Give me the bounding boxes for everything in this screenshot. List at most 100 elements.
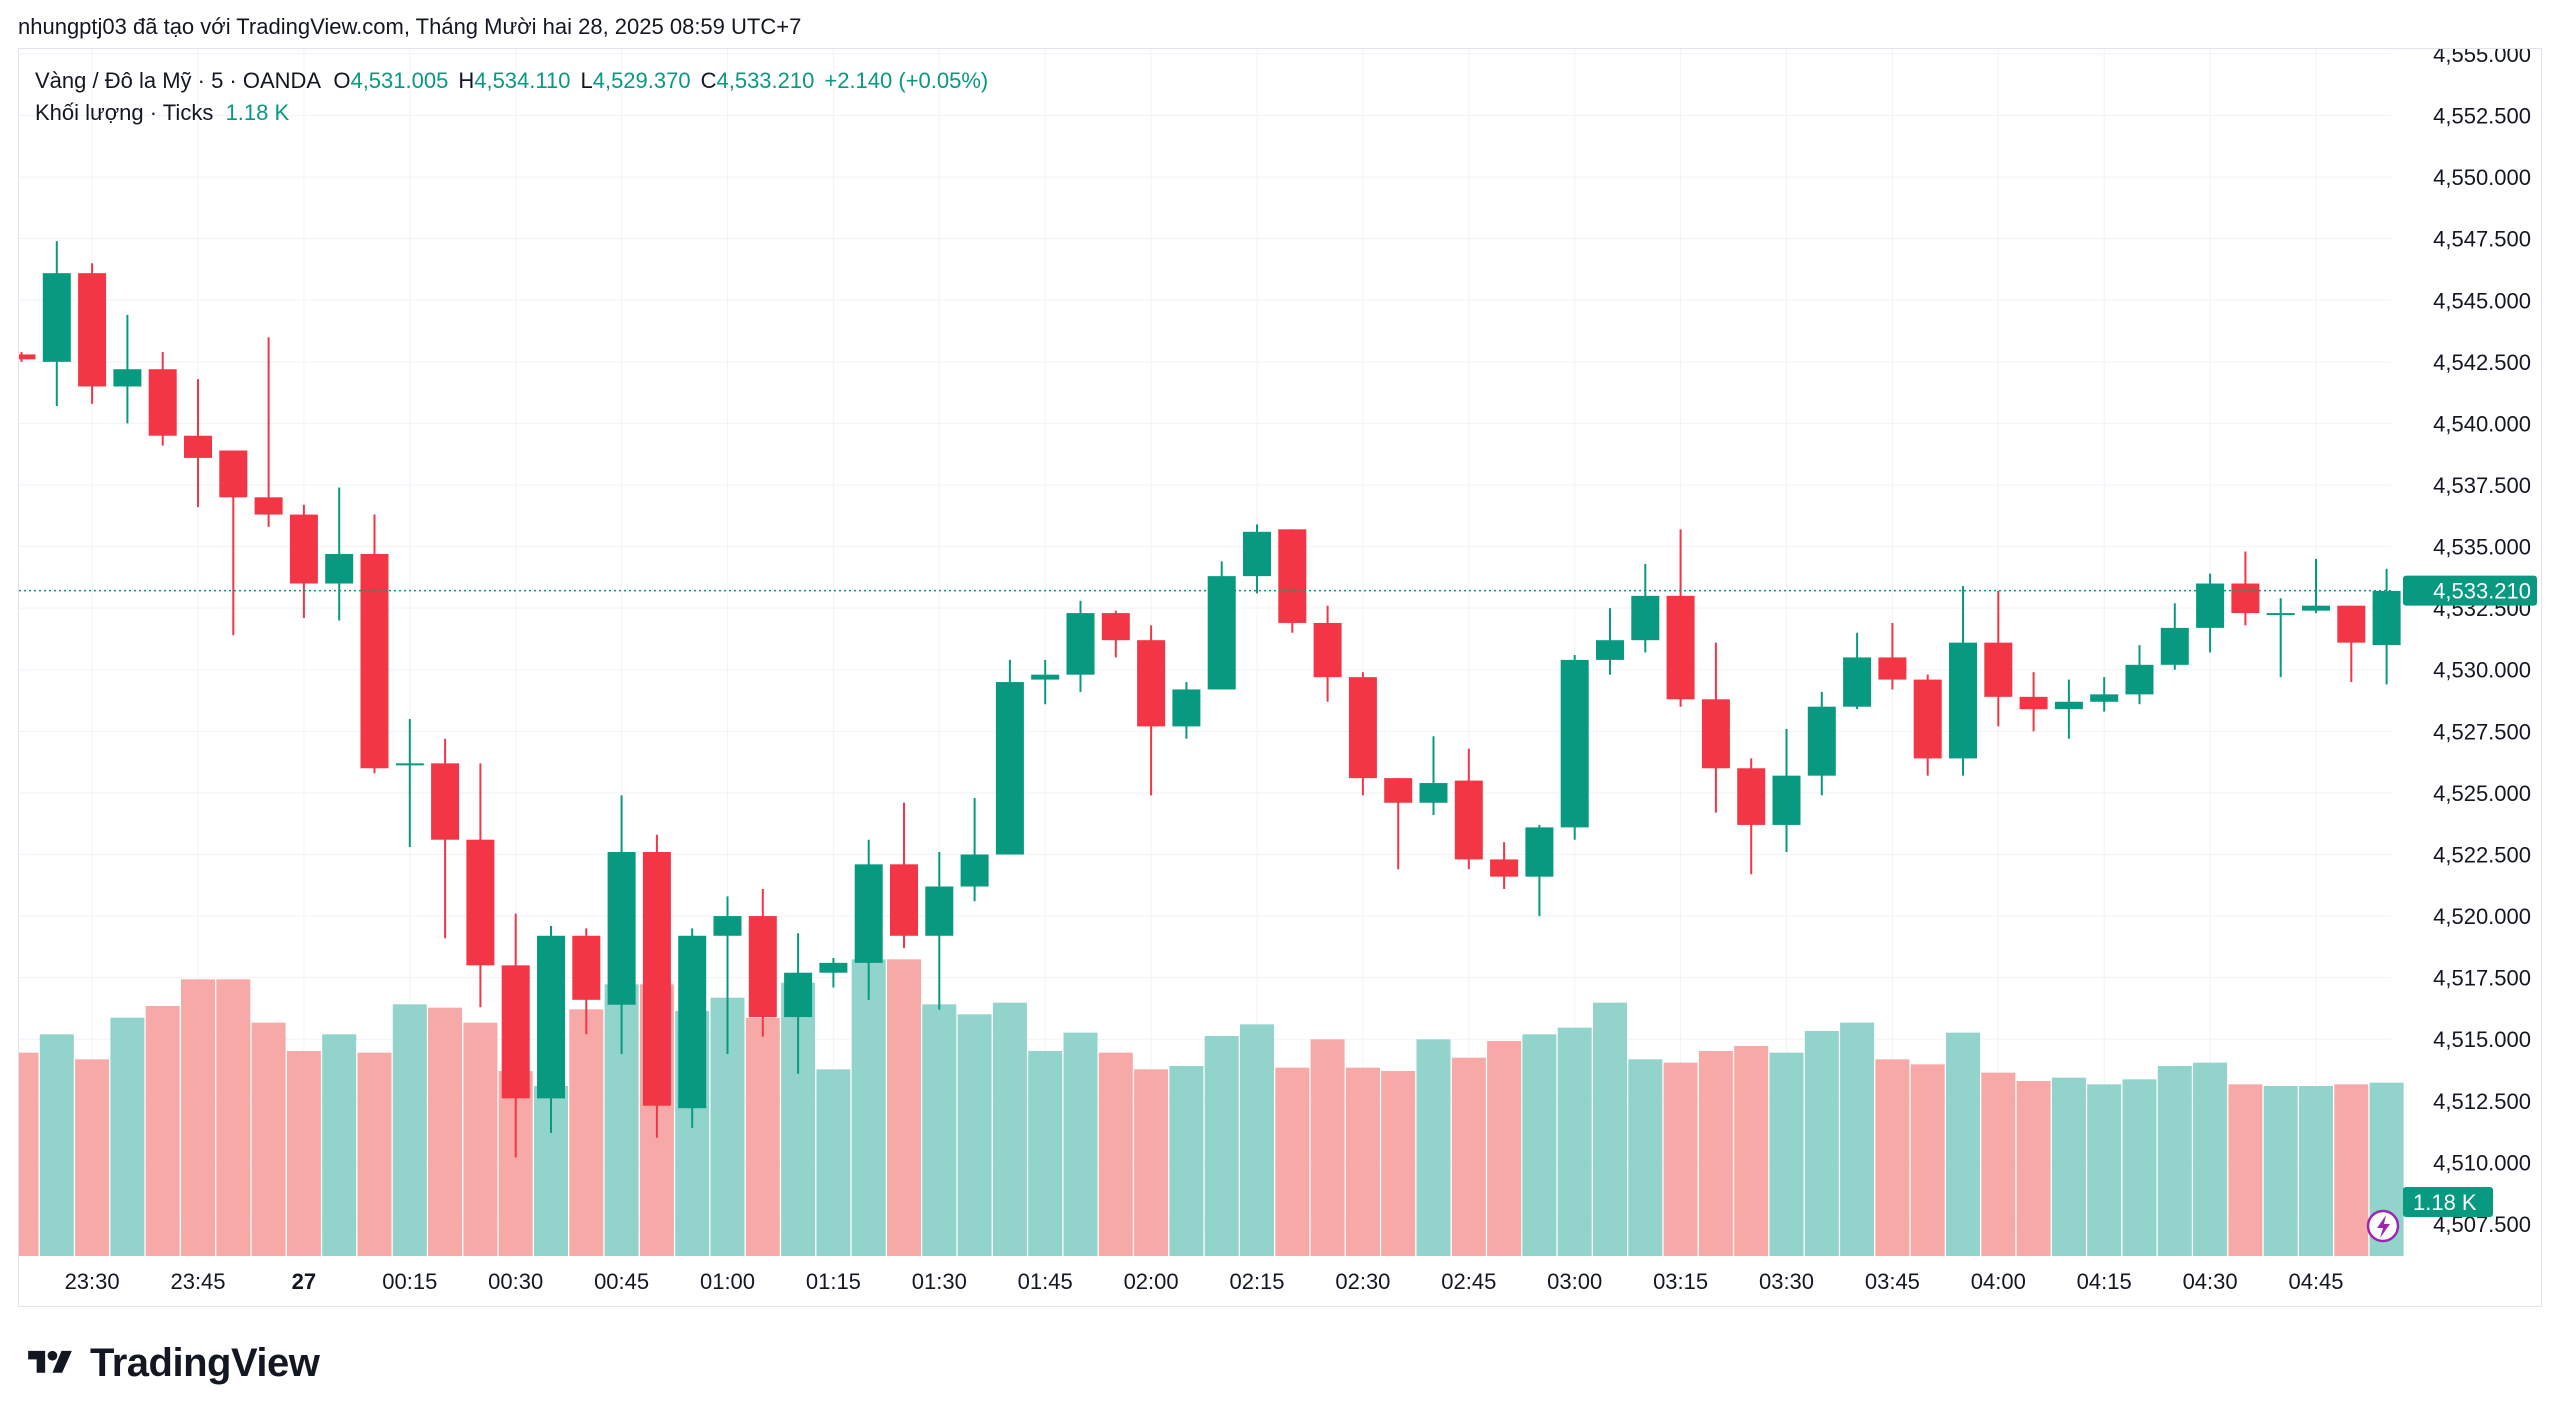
candle-body[interactable] — [607, 852, 636, 1005]
volume-bar — [1875, 1059, 1910, 1256]
candle-body[interactable] — [1207, 576, 1236, 690]
x-tick-label: 23:45 — [170, 1269, 225, 1294]
candle-body[interactable] — [1490, 859, 1519, 877]
candle-body[interactable] — [360, 553, 389, 769]
candle-body[interactable] — [854, 864, 883, 963]
candle-body[interactable] — [501, 965, 530, 1099]
candle-body[interactable] — [289, 514, 318, 584]
volume-bar — [39, 1034, 74, 1256]
candle-body[interactable] — [1843, 657, 1872, 707]
volume-bar — [216, 979, 251, 1256]
candle-body[interactable] — [431, 763, 460, 840]
symbol-title[interactable]: Vàng / Đô la Mỹ · 5 · OANDA — [35, 68, 322, 93]
volume-bar — [428, 1007, 463, 1256]
candle-body[interactable] — [219, 450, 248, 498]
candle-body[interactable] — [2160, 627, 2189, 665]
candle-body[interactable] — [537, 935, 565, 1099]
candle-body[interactable] — [2266, 613, 2295, 616]
candle-body[interactable] — [1737, 768, 1766, 825]
candle-body[interactable] — [466, 839, 495, 966]
candle-body[interactable] — [1137, 640, 1166, 727]
candle-body[interactable] — [713, 916, 742, 936]
candle-body[interactable] — [819, 962, 848, 973]
candle-body[interactable] — [1172, 689, 1201, 727]
candle-body[interactable] — [572, 935, 601, 1000]
candle-body[interactable] — [1701, 699, 1730, 769]
volume-bar — [181, 979, 215, 1256]
candle-body[interactable] — [784, 972, 813, 1018]
y-tick-label: 4,530.000 — [2433, 658, 2531, 683]
x-tick-label: 03:30 — [1759, 1269, 1814, 1294]
y-tick-label: 4,512.500 — [2433, 1089, 2531, 1114]
candle-body[interactable] — [678, 935, 707, 1109]
candle-body[interactable] — [1807, 706, 1836, 776]
candle-body[interactable] — [1101, 613, 1130, 641]
candle-body[interactable] — [1631, 595, 1660, 641]
candle-body[interactable] — [1560, 659, 1589, 828]
candle-body[interactable] — [113, 369, 142, 387]
x-tick-label: 03:45 — [1865, 1269, 1920, 1294]
candle-body[interactable] — [925, 886, 954, 936]
volume-label[interactable]: Khối lượng · Ticks — [35, 100, 214, 125]
candle-body[interactable] — [2302, 605, 2330, 611]
candle-body[interactable] — [1031, 674, 1060, 680]
y-tick-label: 4,527.500 — [2433, 719, 2531, 744]
candle-body[interactable] — [2054, 701, 2083, 710]
candle-body[interactable] — [395, 763, 424, 766]
chart-legend: Vàng / Đô la Mỹ · 5 · OANDA O4,531.005 H4… — [35, 65, 998, 129]
candle-body[interactable] — [995, 682, 1024, 855]
candle-body[interactable] — [1419, 783, 1448, 803]
candle-body[interactable] — [2372, 590, 2401, 646]
candle-body[interactable] — [325, 553, 354, 584]
volume-bar — [1698, 1051, 1733, 1256]
candle-body[interactable] — [1984, 642, 2013, 697]
candle-body[interactable] — [2019, 696, 2048, 710]
candle-body[interactable] — [2231, 583, 2260, 614]
candle-body[interactable] — [2337, 605, 2366, 643]
x-tick-label: 02:00 — [1124, 1269, 1179, 1294]
x-tick-label: 01:15 — [806, 1269, 861, 1294]
volume-bar — [1451, 1057, 1486, 1256]
candle-body[interactable] — [184, 435, 212, 458]
candle-body[interactable] — [1878, 657, 1907, 680]
candle-body[interactable] — [890, 864, 918, 936]
candle-body[interactable] — [19, 354, 36, 360]
candle-body[interactable] — [254, 497, 283, 515]
high-label: H — [458, 68, 475, 93]
candle-body[interactable] — [1384, 778, 1413, 803]
candle-body[interactable] — [1772, 775, 1801, 825]
volume-bar — [1204, 1036, 1239, 1256]
x-tick-label: 04:15 — [2077, 1269, 2132, 1294]
candle-body[interactable] — [1348, 677, 1377, 779]
volume-bar — [1557, 1027, 1592, 1256]
volume-bar — [1522, 1034, 1557, 1256]
volume-bar — [1769, 1052, 1804, 1256]
candle-body[interactable] — [748, 916, 777, 1018]
candle-body[interactable] — [42, 273, 71, 362]
x-tick-label: 03:15 — [1653, 1269, 1708, 1294]
candle-body[interactable] — [960, 854, 989, 887]
candle-body[interactable] — [1454, 780, 1483, 860]
x-tick-label: 27 — [292, 1269, 316, 1294]
volume-bar — [1804, 1031, 1839, 1256]
candle-body[interactable] — [1313, 622, 1342, 678]
chart-frame[interactable]: 4,507.500 4,510.000 4,512.500 4,515.000 4,51… — [18, 48, 2542, 1307]
candle-body[interactable] — [1066, 613, 1095, 675]
volume-bar — [1981, 1072, 2016, 1256]
candle-body[interactable] — [1949, 642, 1977, 759]
candle-body[interactable] — [148, 369, 177, 436]
candle-body[interactable] — [1666, 595, 1695, 700]
candle-body[interactable] — [2125, 664, 2154, 695]
candle-body[interactable] — [642, 852, 671, 1106]
candle-body[interactable] — [1243, 531, 1271, 577]
candle-body[interactable] — [78, 273, 107, 387]
volume-bar — [1381, 1071, 1416, 1256]
candlestick-chart[interactable]: 4,507.5004,510.0004,512.5004,515.0004,51… — [19, 49, 2542, 1307]
candle-body[interactable] — [1278, 529, 1307, 623]
candle-body[interactable] — [1596, 640, 1624, 660]
volume-bar — [1910, 1064, 1945, 1256]
candle-body[interactable] — [1525, 827, 1554, 877]
candle-body[interactable] — [2090, 694, 2119, 702]
x-tick-label: 04:30 — [2183, 1269, 2238, 1294]
candle-body[interactable] — [1913, 679, 1942, 759]
